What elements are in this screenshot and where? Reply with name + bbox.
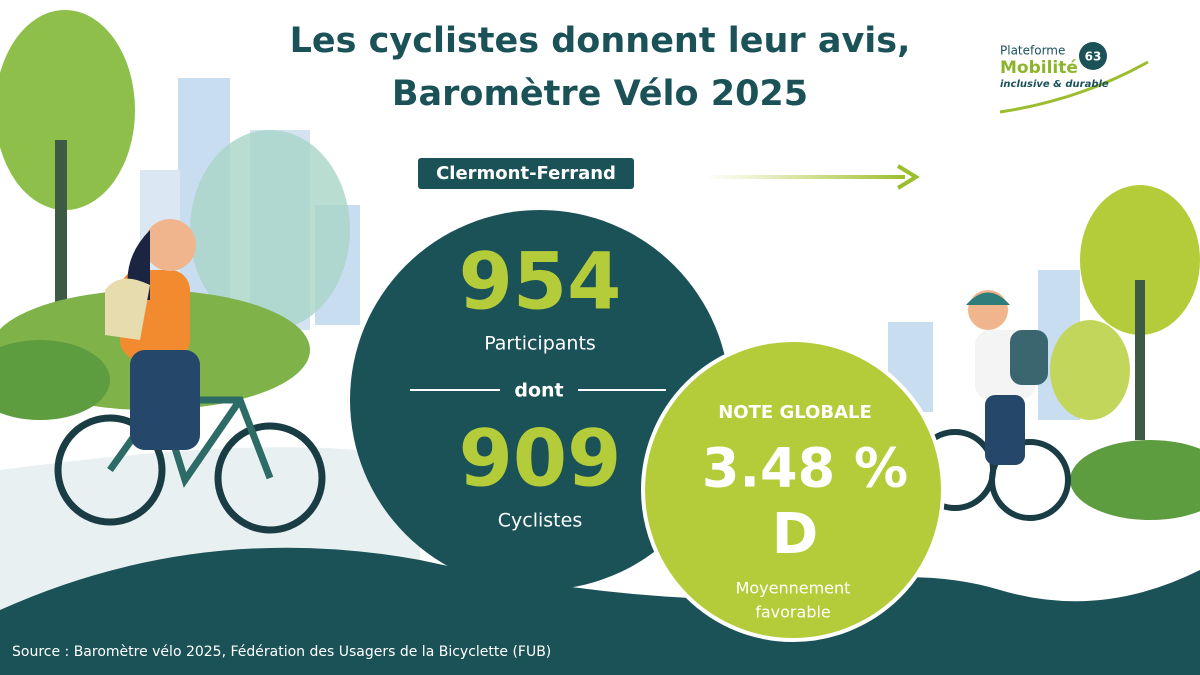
cyclists-count: 909 — [459, 414, 622, 504]
right-illustration — [888, 185, 1200, 521]
title-line: Les cyclistes donnent leur avis, — [290, 21, 911, 61]
arrow-head — [896, 164, 920, 190]
city-badge — [418, 158, 634, 189]
rating-verdict: Moyennement — [736, 579, 851, 598]
logo-text: Plateforme — [1000, 44, 1065, 58]
participants-label: Participants — [484, 333, 596, 355]
logo-text: Mobilité — [1000, 58, 1078, 78]
source: Source : Baromètre vélo 2025, Fédération… — [12, 644, 551, 660]
stats-circle — [350, 210, 730, 590]
rating-verdict: favorable — [755, 603, 831, 622]
logo-text: inclusive & durable — [1000, 79, 1109, 90]
separator-text: dont — [514, 380, 563, 402]
rating-circle — [641, 338, 945, 642]
title-line: Baromètre Vélo 2025 — [392, 74, 808, 114]
logo-badge: 63 — [1085, 50, 1102, 64]
city-label: Clermont-Ferrand — [436, 163, 616, 184]
arrow — [705, 175, 905, 179]
rating-grade: D — [772, 502, 818, 567]
cyclists-label: Cyclistes — [498, 510, 582, 532]
rating-score: 3.48 % — [702, 437, 908, 500]
participants-count: 954 — [459, 237, 622, 327]
logo: 63 Plateforme Mobilité inclusive & durab… — [999, 42, 1149, 114]
rating-heading: NOTE GLOBALE — [718, 402, 872, 423]
